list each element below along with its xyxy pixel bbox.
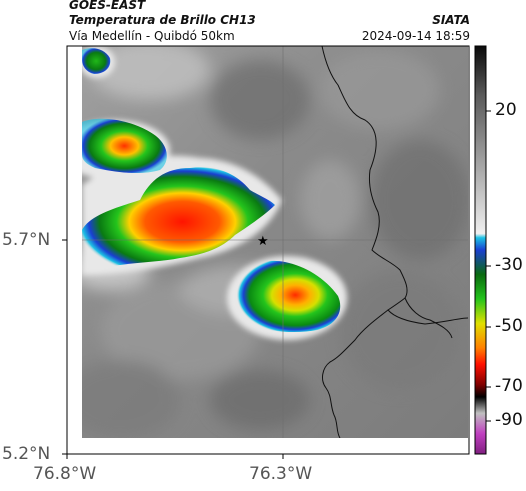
map-imagery [82,46,468,438]
colorbar-tick-label: -50 [495,316,523,336]
colorbar [474,45,487,455]
lon-tick-label: 76.3°W [249,464,313,484]
lat-tick-label: 5.7°N [2,230,51,250]
colorbar-tick-label: -90 [495,410,523,430]
colorbar-tick-label: 20 [495,100,517,120]
product-title: Temperatura de Brillo CH13 [69,13,256,27]
route-subtitle: Vía Medellín - Quibdó 50km [69,29,235,43]
colorbar-tick-label: -70 [495,376,523,396]
timestamp-label: 2024-09-14 18:59 [361,29,470,43]
agency-label: SIATA [432,13,470,27]
star-marker-icon: ★ [257,234,269,249]
lat-tick-label: 5.2°N [2,444,51,464]
satellite-title: GOES-EAST [69,0,146,12]
colorbar-tick-label: -30 [495,255,523,275]
lon-tick-label: 76.8°W [33,464,97,484]
